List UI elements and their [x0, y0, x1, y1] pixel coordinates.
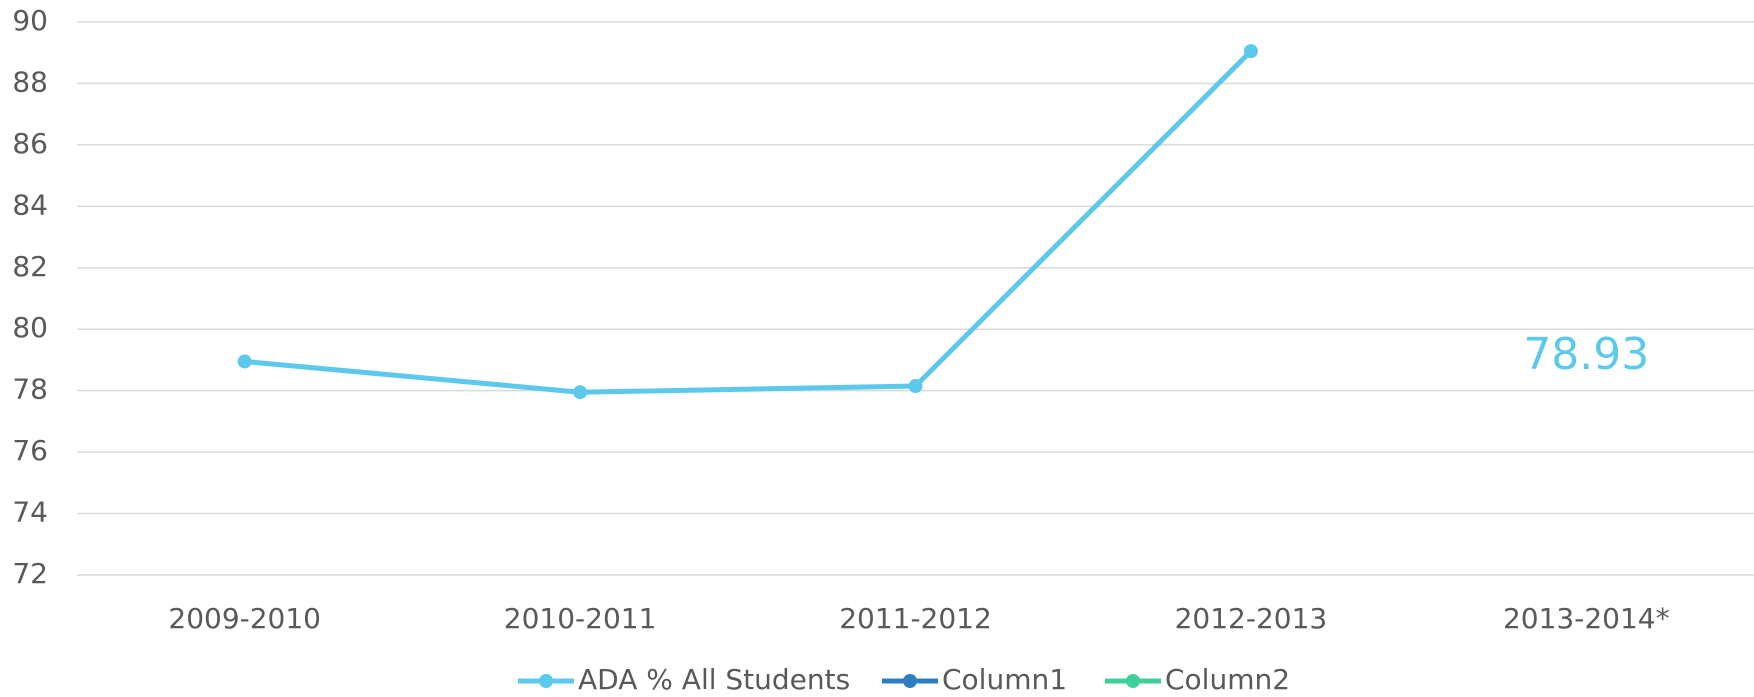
y-tick-label: 76 — [12, 434, 48, 467]
legend-label: ADA % All Students — [578, 663, 850, 696]
legend-marker — [903, 674, 917, 688]
point — [237, 354, 252, 369]
y-tick-label: 90 — [12, 4, 48, 37]
annotation: 78.93 — [1523, 329, 1649, 380]
y-tick-label: 84 — [12, 188, 48, 221]
legend-marker — [1126, 674, 1140, 688]
series-line — [244, 49, 1253, 395]
y-tick-label: 88 — [12, 65, 48, 98]
point — [573, 385, 588, 400]
x-tick-label: 2013-2014* — [1503, 602, 1670, 635]
x-tick-label: 2009-2010 — [168, 602, 321, 635]
x-tick-label: 2011-2012 — [839, 602, 992, 635]
legend-marker — [539, 674, 553, 688]
x-tick-label: 2012-2013 — [1175, 602, 1328, 635]
point — [1243, 44, 1258, 59]
y-tick-label: 80 — [12, 311, 48, 344]
y-tick-label: 86 — [12, 127, 48, 160]
y-tick-label: 74 — [12, 496, 48, 529]
y-tick-label: 82 — [12, 250, 48, 283]
y-tick-label: 78 — [12, 373, 48, 406]
x-tick-label: 2010-2011 — [504, 602, 657, 635]
y-tick-label: 72 — [12, 557, 48, 590]
legend-label: Column1 — [942, 663, 1067, 696]
legend-label: Column2 — [1165, 663, 1290, 696]
point — [908, 379, 923, 394]
